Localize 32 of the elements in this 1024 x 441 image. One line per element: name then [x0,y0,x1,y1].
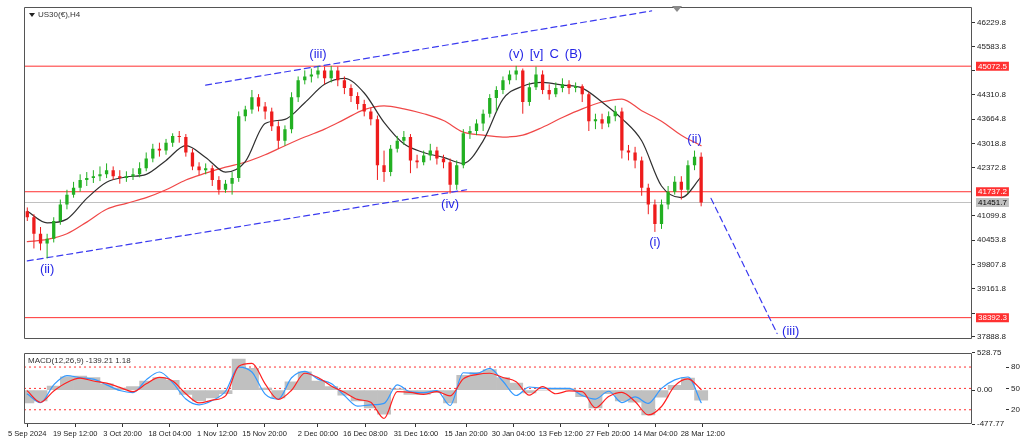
y-tick-label: 40453.8 [977,235,1007,245]
y-tick-label: 0.00 [977,385,994,395]
y-tick-label: 42372.8 [977,163,1007,173]
annotation: [v] [529,46,544,62]
annotation: (i) [649,234,661,250]
y-tick-label: 528.75 [977,348,1003,357]
y-tick-label: -477.77 [977,419,1005,429]
annotation: (iii) [309,46,327,62]
chart-title: MACD(12,26,9) -139.21 1.18 [28,355,131,366]
y-tick-label: 39161.8 [977,283,1007,293]
y2-tick-label: 80 [1011,362,1021,372]
annotation: (iii) [782,323,800,339]
y2-tick-label: 20 [1011,404,1021,414]
y-tick-label: 45583.8 [977,42,1007,52]
annotation: C [549,46,559,62]
ref-line-label: 45072.5 [978,61,1008,71]
y-tick-label: 43018.8 [977,138,1007,148]
y-tick-label: 37888.8 [977,331,1007,341]
annotation: (iv) [441,196,460,212]
annotation: (B) [564,46,583,62]
ref-line-label: 41451.7 [978,198,1008,208]
y-tick-label: 44310.8 [977,90,1007,100]
annotation: (v) [508,46,524,62]
chart-title: US30(€),H4 [38,9,81,20]
y-tick-label: 39807.8 [977,259,1007,269]
y-tick-label: 46229.8 [977,17,1007,27]
y-tick-label: 43664.8 [977,114,1007,124]
y2-tick-label: 50 [1011,383,1021,393]
annotation: (ii) [39,260,55,276]
ref-line-label: 41737.2 [978,187,1008,197]
ref-line-label: 38392.3 [978,313,1008,323]
y-tick-label: 41099.8 [977,210,1007,220]
